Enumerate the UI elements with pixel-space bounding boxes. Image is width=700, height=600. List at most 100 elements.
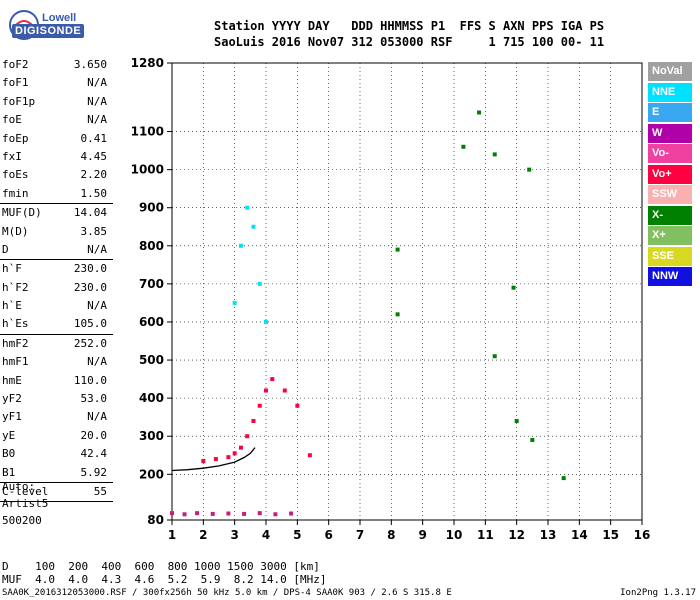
param-name: foEp [2,131,29,145]
muf-row: MUF 4.0 4.0 4.3 4.6 5.2 5.9 8.2 14.0 [MH… [2,573,327,586]
param-name: foEs [2,168,29,182]
echo-point [461,144,466,149]
echo-point [245,205,250,210]
y-tick-label: 1000 [131,163,164,177]
param-row: foF2 3.650 [0,56,113,74]
legend-item: NoVal [648,62,692,81]
param-value: N/A [87,355,107,369]
x-tick-label: 15 [602,528,619,542]
profile-curve [171,447,256,472]
param-row: fmin 1.50 [0,185,113,205]
y-tick-label: 600 [139,315,164,329]
param-value: 2.20 [80,168,108,182]
x-tick-label: 16 [634,528,651,542]
digisonde-logo: Lowell DIGISONDE [4,8,94,42]
param-row: foF1 N/A [0,74,113,92]
param-name: yE [2,428,16,442]
logo-text-lowell: Lowell [42,12,77,24]
echo-point [264,319,268,324]
param-value: 3.85 [80,224,108,238]
param-value: 3.650 [73,58,107,71]
param-row: MUF(D) 14.04 [0,204,113,222]
x-tick-label: 5 [293,528,301,542]
autoscaling-version: 500200 [2,514,42,527]
station-header-values: SaoLuis 2016 Nov07 312 053000 RSF 1 715 … [214,35,605,49]
x-tick-label: 10 [446,528,463,542]
param-name: hmE [2,373,22,387]
param-row: foE N/A [0,111,113,129]
x-tick-label: 14 [571,528,588,542]
param-row: D N/A [0,241,113,261]
param-value: 230.0 [73,262,107,276]
param-name: h`E [2,299,22,313]
y-tick-label: 200 [139,467,164,481]
param-name: yF1 [2,410,22,424]
param-row: h`F 230.0 [0,260,113,278]
param-row: fxI 4.45 [0,148,113,166]
param-name: B1 [2,465,16,479]
param-row: hmE 110.0 [0,372,113,390]
y-tick-label: 900 [139,201,164,215]
param-value: N/A [87,410,107,424]
param-name: B0 [2,447,16,461]
legend-item: SSW [648,185,692,204]
logo-text-digisonde: DIGISONDE [12,24,85,38]
param-row: M(D) 3.85 [0,223,113,241]
x-tick-label: 6 [324,528,332,542]
param-row: C-level 55 [0,483,113,503]
param-name: foF1 [2,76,29,90]
param-row: yF1 N/A [0,408,113,426]
x-tick-label: 4 [262,528,270,542]
legend-item: X+ [648,226,692,245]
y-tick-label: 300 [139,429,164,443]
plot-frame [171,62,643,521]
echo-point [170,511,174,516]
param-value: 4.45 [80,149,108,163]
station-header-labels: Station YYYY DAY DDD HHMMSS P1 FFS S AXN… [214,19,605,33]
param-name: foF1p [2,94,36,108]
x-tick-label: 8 [387,528,395,542]
param-value: 14.04 [73,206,107,220]
legend-item: E [648,103,692,122]
echo-point [289,511,294,516]
echo-point [395,312,400,317]
param-row: foEs 2.20 [0,166,113,184]
echo-point [195,511,200,516]
legend-item: NNW [648,267,692,286]
param-name: yF2 [2,392,22,406]
param-row: hmF1 N/A [0,353,113,371]
x-tick-label: 3 [230,528,238,542]
x-tick-label: 9 [418,528,426,542]
echo-point [238,445,243,450]
echo-point [295,403,300,408]
param-value: 53.0 [80,392,108,406]
echo-point [182,512,187,517]
legend-item: NNE [648,82,692,102]
param-value: 230.0 [73,280,107,294]
y-tick-label: 700 [139,277,164,291]
echo-point [232,451,237,456]
param-name: fxI [2,149,22,163]
legend-item: SSE [648,246,692,266]
autoscaling-program: Artist5 [2,497,49,510]
x-tick-label: 11 [477,528,494,542]
echo-point [232,300,237,305]
echo-point [210,511,215,516]
param-value: 1.50 [80,186,108,200]
echo-point [251,224,256,229]
echo-point [514,418,519,423]
x-tick-label: 12 [508,528,525,542]
echo-point [226,511,231,516]
param-name: hmF1 [2,355,29,369]
param-name: hmF2 [2,336,29,350]
y-tick-label: 80 [147,513,164,527]
legend-item: Vo- [648,144,692,163]
param-value: 42.4 [80,447,108,461]
x-tick-label: 13 [540,528,557,542]
echo-point [226,455,231,460]
param-value: 55 [93,484,107,498]
param-name: C-level [2,484,49,498]
param-name: h`F2 [2,280,29,294]
echo-point [492,354,497,359]
param-name: foE [2,113,22,127]
